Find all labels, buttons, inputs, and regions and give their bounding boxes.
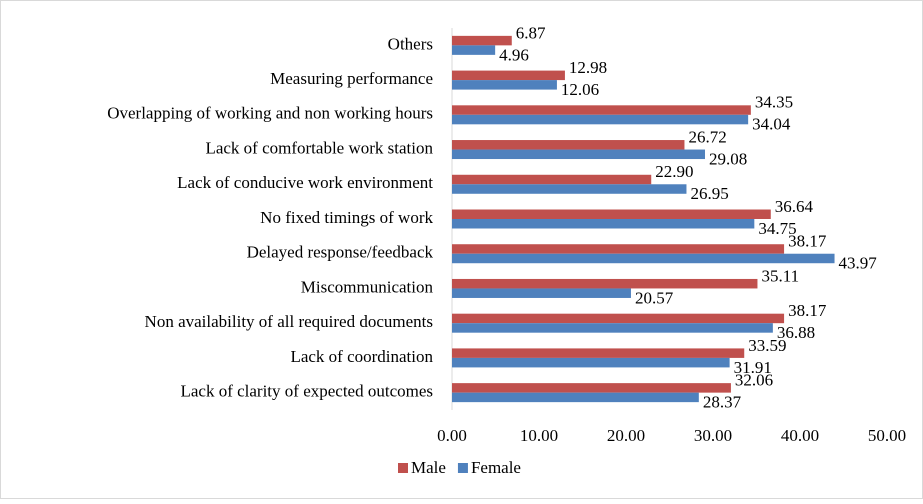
bar [452,114,749,125]
data-label: 36.88 [777,323,815,342]
y-tick-label: No fixed timings of work [260,208,433,227]
bar [452,219,755,229]
y-tick-label: Lack of comfortable work station [205,138,433,157]
y-tick-label: Lack of conducive work environment [177,173,433,192]
legend-swatch [398,463,408,473]
data-label: 33.59 [748,336,786,355]
y-tick-label: Miscommunication [301,277,434,296]
data-label: 35.11 [761,266,799,285]
bar [452,149,705,160]
data-label: 34.75 [758,219,796,238]
bar [452,288,631,298]
x-tick-label: 10.00 [520,426,558,445]
data-label: 4.96 [499,45,529,64]
x-tick-label: 40.00 [781,426,819,445]
bar [452,278,758,289]
data-label: 32.06 [735,371,773,390]
bar [452,140,685,150]
bar [452,383,731,393]
bar [452,35,512,46]
data-label: 43.97 [839,254,878,273]
y-tick-label: Others [388,34,433,53]
bar [452,253,835,264]
data-label: 36.64 [775,197,814,216]
bar [452,348,745,358]
legend-label: Female [471,458,521,477]
bar [452,244,785,254]
data-label: 34.35 [755,93,793,112]
bar [452,313,785,324]
bar [452,80,557,90]
data-label: 20.57 [635,288,674,307]
data-label: 38.17 [788,301,827,320]
data-label: 38.17 [788,232,827,251]
y-tick-label: Measuring performance [270,69,433,88]
bar [452,209,771,219]
bar [452,174,652,185]
data-label: 34.04 [752,115,791,134]
bar [452,392,699,403]
data-label: 12.98 [569,58,607,77]
data-label: 12.06 [561,80,599,99]
data-label: 26.72 [688,127,726,146]
bar [452,184,687,194]
legend-label: Male [411,458,446,477]
bar [452,70,565,81]
y-tick-label: Overlapping of working and non working h… [107,104,433,123]
data-label: 6.87 [516,23,546,42]
y-tick-label: Lack of coordination [290,347,433,366]
y-tick-label: Delayed response/feedback [247,243,434,262]
x-tick-label: 30.00 [694,426,732,445]
y-tick-label: Non availability of all required documen… [145,312,433,331]
bar [452,357,730,368]
x-tick-label: 50.00 [868,426,906,445]
bar [452,323,773,333]
data-label: 29.08 [709,149,747,168]
data-label: 22.90 [655,162,693,181]
data-label: 28.37 [703,393,742,412]
data-label: 26.95 [690,184,728,203]
bar [452,45,496,55]
x-tick-label: 0.00 [437,426,467,445]
data-label: 31.91 [734,358,772,377]
legend-swatch [457,463,468,473]
x-tick-label: 20.00 [607,426,645,445]
y-tick-label: Lack of clarity of expected outcomes [180,382,433,401]
bar [452,105,751,115]
